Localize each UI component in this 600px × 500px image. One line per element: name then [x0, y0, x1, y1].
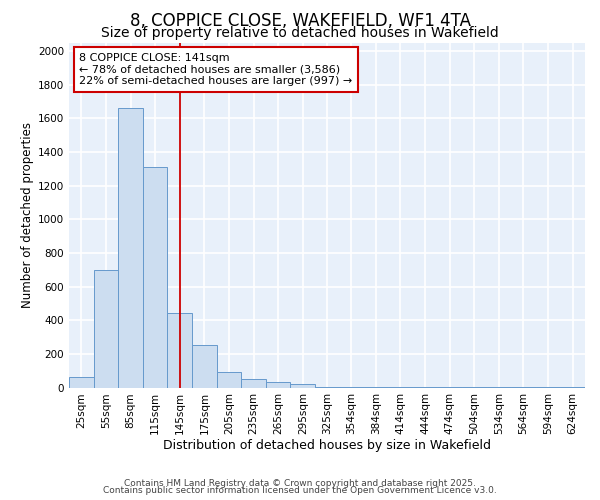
Bar	[143, 167, 167, 388]
X-axis label: Distribution of detached houses by size in Wakefield: Distribution of detached houses by size …	[163, 438, 491, 452]
Text: Size of property relative to detached houses in Wakefield: Size of property relative to detached ho…	[101, 26, 499, 40]
Bar	[118, 108, 143, 388]
Bar	[290, 384, 315, 388]
Bar	[315, 386, 340, 388]
Bar	[217, 372, 241, 388]
Text: Contains public sector information licensed under the Open Government Licence v3: Contains public sector information licen…	[103, 486, 497, 495]
Bar	[266, 382, 290, 388]
Y-axis label: Number of detached properties: Number of detached properties	[21, 122, 34, 308]
Bar	[69, 378, 94, 388]
Bar	[192, 344, 217, 388]
Text: Contains HM Land Registry data © Crown copyright and database right 2025.: Contains HM Land Registry data © Crown c…	[124, 478, 476, 488]
Bar	[241, 379, 266, 388]
Bar	[167, 314, 192, 388]
Bar	[94, 270, 118, 388]
Bar	[339, 386, 364, 388]
Text: 8, COPPICE CLOSE, WAKEFIELD, WF1 4TA: 8, COPPICE CLOSE, WAKEFIELD, WF1 4TA	[130, 12, 470, 30]
Text: 8 COPPICE CLOSE: 141sqm
← 78% of detached houses are smaller (3,586)
22% of semi: 8 COPPICE CLOSE: 141sqm ← 78% of detache…	[79, 53, 353, 86]
Bar	[364, 387, 388, 388]
